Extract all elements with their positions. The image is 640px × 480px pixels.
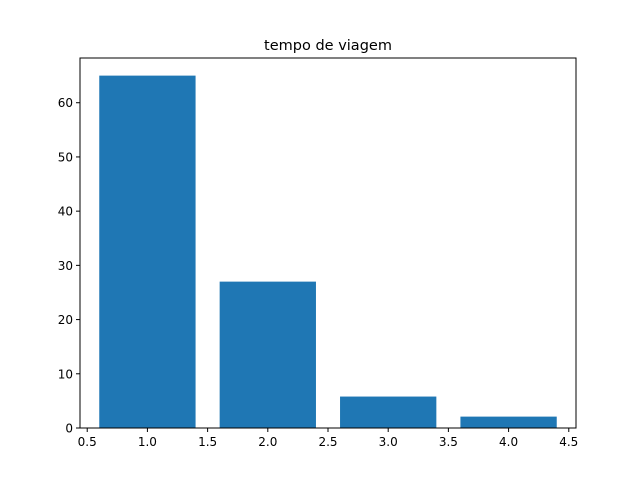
x-tick-label: 3.0 — [379, 435, 398, 449]
bar-1 — [99, 75, 196, 428]
chart-title: tempo de viagem — [264, 38, 392, 54]
x-tick-label: 4.0 — [499, 435, 518, 449]
x-tick-label: 0.5 — [78, 435, 97, 449]
x-tick-label: 1.0 — [138, 435, 157, 449]
y-axis-ticks: 0 10 20 30 40 50 60 — [58, 96, 80, 436]
bars-group — [99, 75, 557, 428]
plot-frame — [79, 57, 577, 429]
x-tick-label: 2.5 — [318, 435, 337, 449]
y-tick-label: 60 — [58, 96, 73, 110]
y-tick-label: 30 — [58, 259, 73, 273]
x-tick-label: 1.5 — [198, 435, 217, 449]
x-tick-label: 3.5 — [439, 435, 458, 449]
bar-2 — [219, 281, 316, 428]
x-tick-label: 4.5 — [559, 435, 578, 449]
y-tick-label: 10 — [58, 367, 73, 381]
bar-3 — [340, 396, 437, 428]
bar-4 — [460, 416, 557, 428]
y-tick-label: 50 — [58, 150, 73, 164]
y-tick-label: 0 — [65, 422, 73, 436]
x-tick-label: 2.0 — [258, 435, 277, 449]
x-axis-ticks: 0.5 1.0 1.5 2.0 2.5 3.0 3.5 4.0 4.5 — [78, 428, 578, 449]
y-tick-label: 20 — [58, 313, 73, 327]
y-tick-label: 40 — [58, 205, 73, 219]
